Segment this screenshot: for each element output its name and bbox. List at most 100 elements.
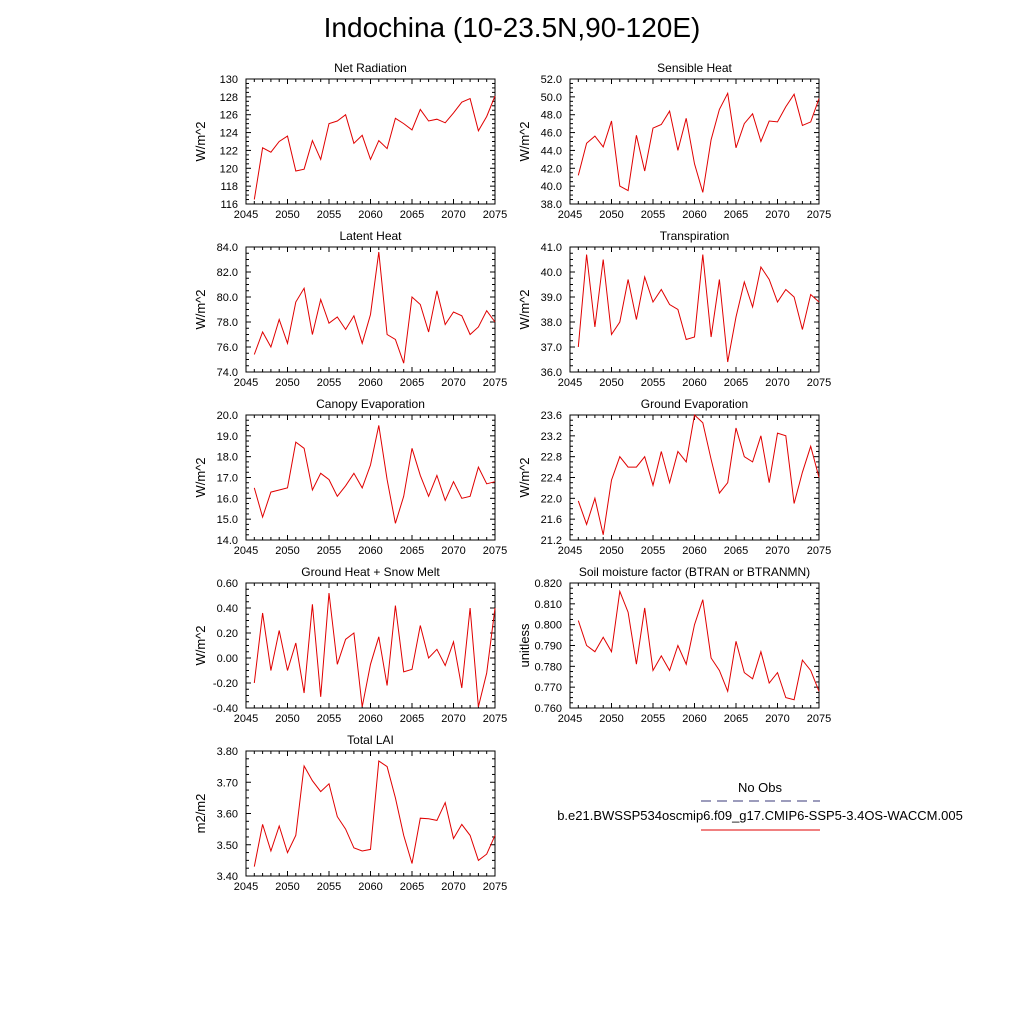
chart-title: Soil moisture factor (BTRAN or BTRANMN) [579, 565, 810, 579]
x-tick-label: 2055 [641, 377, 665, 389]
x-tick-label: 2065 [724, 209, 748, 221]
y-tick-label: 16.0 [217, 493, 238, 505]
chart-total-lai: Total LAI m2/m2 2045 2050 2055 2060 2065 2070 20… [193, 733, 507, 893]
y-tick-label: 36.0 [541, 367, 562, 379]
y-tick-label: 0.780 [534, 661, 562, 673]
y-tick-label: 44.0 [541, 145, 562, 157]
plot-frame [245, 582, 496, 709]
series-line [577, 254, 820, 363]
legend-model-label: b.e21.BWSSP534oscmip6.f09_g17.CMIP6-SSP5… [557, 808, 963, 823]
series-line [577, 589, 820, 701]
y-axis-label: W/m^2 [517, 121, 532, 161]
chart-net-radiation: Net Radiation W/m^2 2045 2050 2055 2060 2065 20… [193, 61, 507, 221]
x-tick-label: 2050 [275, 881, 299, 893]
y-axis-label: W/m^2 [193, 625, 208, 665]
y-tick-label: 0.20 [217, 628, 238, 640]
x-tick-label: 2070 [441, 881, 465, 893]
series-line [577, 414, 820, 535]
plot-frame [245, 414, 496, 541]
x-tick-label: 2055 [317, 713, 341, 725]
y-tick-label: 22.8 [541, 452, 562, 464]
chart-title: Transpiration [660, 229, 730, 243]
y-tick-label: 0.790 [534, 641, 562, 653]
y-tick-label: 23.2 [541, 431, 562, 443]
y-tick-label: 19.0 [217, 431, 238, 443]
chart-title: Canopy Evaporation [316, 397, 425, 411]
x-tick-label: 2070 [765, 209, 789, 221]
x-tick-label: 2045 [558, 713, 582, 725]
y-tick-label: 40.0 [541, 267, 562, 279]
y-tick-label: 74.0 [217, 367, 238, 379]
x-tick-label: 2075 [483, 209, 507, 221]
x-tick-label: 2050 [599, 545, 623, 557]
plot-frame [569, 78, 820, 205]
x-tick-label: 2065 [400, 377, 424, 389]
chart-title: Latent Heat [339, 229, 402, 243]
y-tick-label: 18.0 [217, 452, 238, 464]
x-tick-label: 2060 [358, 713, 382, 725]
x-tick-label: 2065 [724, 713, 748, 725]
chart-latent-heat: Latent Heat W/m^2 2045 2050 2055 2060 2065 2070… [193, 229, 507, 389]
chart-title: Ground Evaporation [641, 397, 748, 411]
page-title: Indochina (10-23.5N,90-120E) [323, 12, 701, 43]
x-tick-label: 2075 [807, 209, 831, 221]
chart-title: Total LAI [347, 733, 394, 747]
x-tick-label: 2075 [807, 545, 831, 557]
plot-frame [245, 750, 496, 877]
legend-obs-label: No Obs [738, 780, 783, 795]
y-tick-label: 0.760 [534, 703, 562, 715]
plot-frame [569, 246, 820, 373]
x-tick-label: 2075 [807, 713, 831, 725]
x-tick-label: 2050 [275, 209, 299, 221]
x-tick-label: 2050 [599, 713, 623, 725]
x-tick-label: 2060 [358, 377, 382, 389]
x-tick-label: 2065 [400, 713, 424, 725]
x-tick-label: 2045 [234, 377, 258, 389]
y-tick-label: 78.0 [217, 317, 238, 329]
chart-soil-moisture-factor-btran-or-btranmn: Soil moisture factor (BTRAN or BTRANMN) u… [517, 565, 831, 725]
y-tick-label: 126 [220, 110, 238, 122]
y-axis-label: W/m^2 [517, 457, 532, 497]
x-tick-label: 2050 [275, 713, 299, 725]
y-tick-label: 76.0 [217, 342, 238, 354]
y-tick-label: 39.0 [541, 292, 562, 304]
y-tick-label: 0.810 [534, 599, 562, 611]
x-tick-label: 2055 [641, 209, 665, 221]
x-tick-label: 2070 [765, 545, 789, 557]
y-tick-label: 14.0 [217, 535, 238, 547]
y-tick-label: 50.0 [541, 92, 562, 104]
y-tick-label: 15.0 [217, 514, 238, 526]
y-tick-label: 130 [220, 74, 238, 86]
y-tick-label: 48.0 [541, 110, 562, 122]
x-tick-label: 2075 [483, 545, 507, 557]
x-tick-label: 2075 [483, 881, 507, 893]
y-tick-label: 3.40 [217, 871, 238, 883]
x-tick-label: 2055 [641, 545, 665, 557]
x-tick-label: 2065 [724, 545, 748, 557]
y-tick-label: 0.60 [217, 578, 238, 590]
y-tick-label: 80.0 [217, 292, 238, 304]
plot-frame [245, 78, 496, 205]
y-tick-label: 82.0 [217, 267, 238, 279]
y-tick-label: 84.0 [217, 242, 238, 254]
x-tick-label: 2055 [317, 545, 341, 557]
x-tick-label: 2045 [234, 881, 258, 893]
chart-transpiration: Transpiration W/m^2 2045 2050 2055 2060 2065 20… [517, 229, 831, 389]
x-tick-label: 2045 [558, 209, 582, 221]
chart-title: Sensible Heat [657, 61, 732, 75]
x-tick-label: 2060 [682, 545, 706, 557]
x-tick-label: 2065 [724, 377, 748, 389]
plot-frame [569, 582, 820, 709]
x-tick-label: 2055 [317, 209, 341, 221]
y-tick-label: 124 [220, 128, 238, 140]
y-tick-label: -0.20 [213, 678, 238, 690]
y-tick-label: 0.40 [217, 603, 238, 615]
series-line [253, 425, 496, 524]
y-tick-label: 38.0 [541, 199, 562, 211]
y-tick-label: 21.2 [541, 535, 562, 547]
chart-title: Ground Heat + Snow Melt [301, 565, 440, 579]
x-tick-label: 2065 [400, 545, 424, 557]
x-tick-label: 2060 [358, 545, 382, 557]
x-tick-label: 2070 [441, 209, 465, 221]
